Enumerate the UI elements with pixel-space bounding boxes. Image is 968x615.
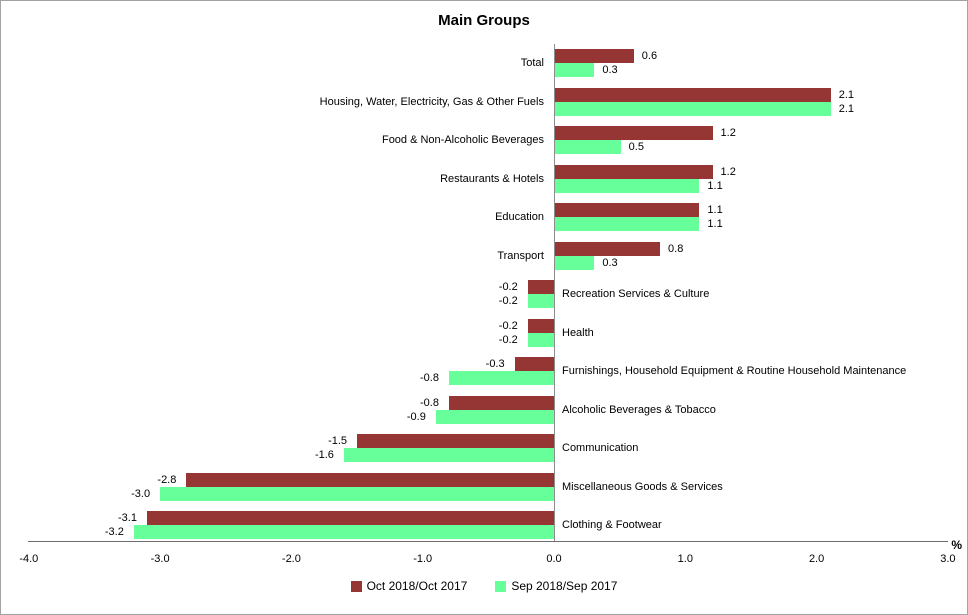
value-label: -0.3: [485, 358, 505, 371]
oct-series-legend-swatch: [350, 580, 362, 592]
sep-series-bar: [343, 448, 554, 463]
category-label: Education: [495, 211, 544, 224]
category-label: Housing, Water, Electricity, Gas & Other…: [319, 95, 544, 108]
value-label: -0.8: [420, 372, 439, 385]
oct-series-bar: [555, 203, 700, 218]
x-tick-label: -1.0: [413, 553, 433, 565]
value-label: 1.1: [707, 179, 723, 192]
oct-series-bar: [555, 87, 831, 102]
category-label: Restaurants & Hotels: [440, 172, 544, 185]
zero-axis-line: [554, 44, 555, 541]
value-label: -0.2: [498, 281, 518, 294]
category-label: Transport: [497, 249, 544, 262]
value-label: -0.2: [498, 333, 518, 346]
value-label: -3.0: [131, 487, 151, 500]
value-label: 0.8: [668, 242, 684, 255]
sep-series-bar: [160, 486, 554, 501]
value-label: 0.3: [602, 64, 618, 77]
oct-series-bar: [186, 472, 554, 487]
sep-series-bar: [555, 255, 595, 270]
value-label: -0.8: [420, 396, 439, 409]
oct-series-bar: [555, 164, 713, 179]
value-label: -0.9: [406, 410, 426, 423]
value-label: -2.8: [157, 473, 177, 486]
sep-series-bar: [555, 140, 621, 155]
sep-series-bar: [527, 294, 554, 309]
x-axis-line: [28, 541, 948, 542]
category-label: Furnishings, Household Equipment & Routi…: [562, 365, 907, 378]
value-label: 1.1: [707, 218, 723, 231]
x-tick-label: -4.0: [19, 553, 39, 565]
x-tick-label: 2.0: [808, 553, 825, 565]
oct-series-bar: [527, 318, 554, 333]
value-label: 2.1: [838, 88, 855, 101]
legend-item-sep-series: Sep 2018/Sep 2017: [495, 579, 617, 593]
legend: Oct 2018/Oct 2017 Sep 2018/Sep 2017: [1, 579, 967, 593]
sep-series-bar: [527, 332, 554, 347]
value-label: 1.2: [720, 127, 736, 140]
value-label: -1.5: [328, 435, 348, 448]
category-label: Communication: [562, 442, 639, 455]
x-tick-label: 1.0: [677, 553, 693, 565]
category-label: Total: [520, 57, 544, 70]
sep-series-bar: [435, 409, 554, 424]
category-label: Health: [562, 326, 594, 339]
value-label: -0.2: [498, 295, 518, 308]
x-tick-label: 3.0: [940, 553, 956, 565]
percent-unit-label: %: [951, 538, 962, 552]
x-tick-label: -2.0: [281, 553, 301, 565]
sep-series-bar: [555, 101, 831, 116]
sep-series-bar: [555, 178, 700, 193]
oct-series-bar: [527, 280, 554, 295]
sep-series-bar: [448, 371, 554, 386]
value-label: 0.6: [641, 50, 658, 63]
oct-series-bar: [555, 241, 661, 256]
chart-title: Main Groups: [438, 12, 530, 29]
oct-series-bar: [514, 357, 554, 372]
legend-label: Sep 2018/Sep 2017: [511, 579, 618, 593]
sep-series-bar: [555, 63, 595, 78]
category-label: Alcoholic Beverages & Tobacco: [562, 403, 716, 416]
sep-series-bar: [555, 217, 700, 232]
category-label: Recreation Services & Culture: [562, 288, 710, 301]
value-label: -1.6: [314, 449, 334, 462]
value-label: 1.1: [707, 204, 723, 217]
legend-item-oct-series: Oct 2018/Oct 2017: [350, 579, 468, 593]
value-label: -0.2: [498, 319, 518, 332]
sep-series-legend-swatch: [495, 580, 507, 592]
category-label: Food & Non-Alcoholic Beverages: [381, 134, 544, 147]
legend-label: Oct 2018/Oct 2017: [366, 579, 468, 593]
oct-series-bar: [448, 395, 554, 410]
oct-series-bar: [555, 126, 713, 141]
category-label: Clothing & Footwear: [562, 519, 662, 532]
value-label: 1.2: [720, 165, 736, 178]
x-tick-label: -3.0: [150, 553, 170, 565]
value-label: -3.1: [118, 512, 137, 525]
value-label: 2.1: [838, 102, 855, 115]
oct-series-bar: [146, 511, 554, 526]
category-label: Miscellaneous Goods & Services: [562, 480, 723, 493]
x-tick-label: 0.0: [546, 553, 562, 565]
value-label: -3.2: [104, 526, 124, 539]
sep-series-bar: [133, 525, 554, 540]
oct-series-bar: [357, 434, 554, 449]
oct-series-bar: [555, 49, 634, 64]
value-label: 0.5: [628, 141, 644, 154]
value-label: 0.3: [602, 256, 618, 269]
